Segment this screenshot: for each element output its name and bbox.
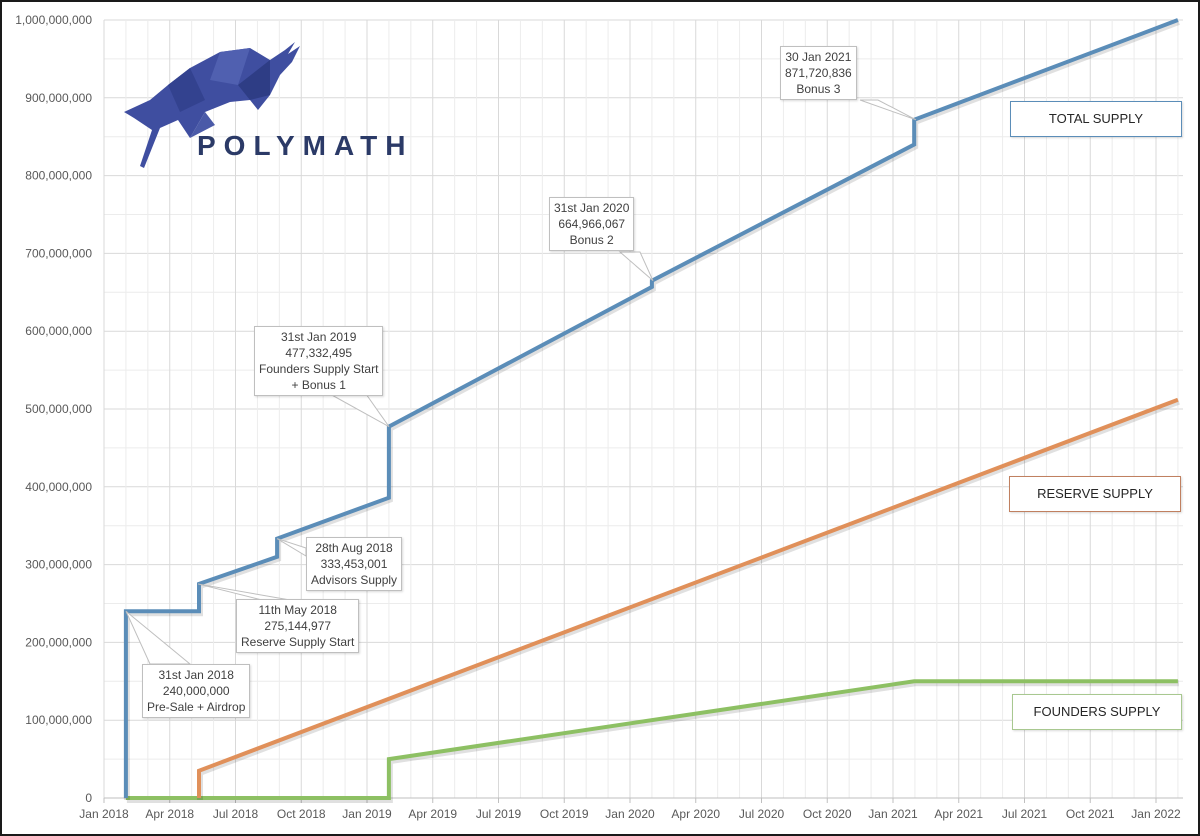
y-tick-label: 0 (85, 791, 92, 805)
callout-date: 31st Jan 2019 (281, 330, 357, 344)
x-tick-label: Oct 2018 (277, 807, 326, 821)
x-tick-label: Apr 2019 (408, 807, 457, 821)
x-tick-label: Jul 2018 (213, 807, 259, 821)
callout-label: Reserve Supply Start (241, 635, 355, 649)
callout-value: 871,720,836 (785, 66, 852, 80)
callout-bonus3: 30 Jan 2021 871,720,836 Bonus 3 (780, 46, 857, 100)
y-tick-label: 200,000,000 (25, 635, 92, 649)
callout-advisors: 28th Aug 2018 333,453,001 Advisors Suppl… (306, 537, 403, 591)
callout-value: 275,144,977 (264, 619, 332, 633)
y-tick-label: 900,000,000 (25, 91, 92, 105)
x-tick-label: Jan 2019 (342, 807, 392, 821)
series-line (125, 679, 1178, 800)
callout-date: 28th Aug 2018 (315, 541, 393, 555)
callout-date: 30 Jan 2021 (785, 50, 852, 64)
legend-total-supply: TOTAL SUPPLY (1010, 101, 1182, 137)
callout-value: 664,966,067 (558, 217, 626, 231)
callout-date: 31st Jan 2020 (554, 201, 630, 215)
x-tick-label: Jan 2018 (79, 807, 129, 821)
x-tick-label: Apr 2020 (671, 807, 720, 821)
callout-value: 240,000,000 (162, 684, 230, 698)
callout-label: Pre-Sale + Airdrop (147, 700, 246, 714)
callout-date: 11th May 2018 (258, 603, 337, 617)
callout-value: 333,453,001 (320, 557, 388, 571)
bull-logo-icon (124, 42, 300, 168)
callout-bonus2: 31st Jan 2020 664,966,067 Bonus 2 (549, 197, 635, 251)
callout-founders-bonus1: 31st Jan 2019 477,332,495 Founders Suppl… (254, 326, 384, 396)
y-tick-label: 400,000,000 (25, 480, 92, 494)
callout-pointers (125, 99, 917, 665)
callout-presale: 31st Jan 2018 240,000,000 Pre-Sale + Air… (142, 664, 251, 718)
y-tick-label: 1,000,000,000 (15, 13, 92, 27)
callout-label: Advisors Supply (311, 573, 398, 587)
x-tick-label: Jul 2019 (476, 807, 522, 821)
x-tick-label: Oct 2020 (803, 807, 852, 821)
y-tick-label: 500,000,000 (25, 402, 92, 416)
x-tick-label: Jan 2021 (868, 807, 918, 821)
legend-reserve-supply: RESERVE SUPPLY (1009, 476, 1181, 512)
x-tick-label: Jan 2020 (605, 807, 655, 821)
y-tick-label: 800,000,000 (25, 169, 92, 183)
x-tick-label: Oct 2021 (1066, 807, 1115, 821)
callout-label: Bonus 2 (569, 233, 614, 247)
legend-founders-supply: FOUNDERS SUPPLY (1012, 694, 1182, 730)
callout-reserve-start: 11th May 2018 275,144,977 Reserve Supply… (236, 599, 360, 653)
x-tick-label: Oct 2019 (540, 807, 589, 821)
x-tick-label: Jan 2022 (1131, 807, 1181, 821)
x-axis-labels: Jan 2018 Apr 2018 Jul 2018 Oct 2018 Jan 2019… (79, 798, 1181, 821)
series-lines (123, 18, 1180, 803)
x-tick-label: Apr 2021 (934, 807, 983, 821)
y-tick-label: 300,000,000 (25, 558, 92, 572)
callout-date: 31st Jan 2018 (158, 668, 234, 682)
callout-label: Founders Supply Start (259, 362, 379, 376)
series-line (197, 397, 1179, 798)
y-tick-label: 600,000,000 (25, 324, 92, 338)
y-axis-labels: 0 100,000,000 200,000,000 300,000,000 400,00… (15, 13, 92, 805)
x-tick-label: Jul 2020 (739, 807, 785, 821)
y-tick-label: 100,000,000 (25, 713, 92, 727)
x-tick-label: Jul 2021 (1002, 807, 1048, 821)
callout-label2: + Bonus 1 (291, 378, 346, 392)
callout-label: Bonus 3 (796, 82, 841, 96)
y-tick-label: 700,000,000 (25, 246, 92, 260)
x-tick-label: Apr 2018 (145, 807, 194, 821)
callout-value: 477,332,495 (285, 346, 353, 360)
logo-text: POLYMATH (197, 130, 414, 161)
series-line (123, 18, 1179, 798)
